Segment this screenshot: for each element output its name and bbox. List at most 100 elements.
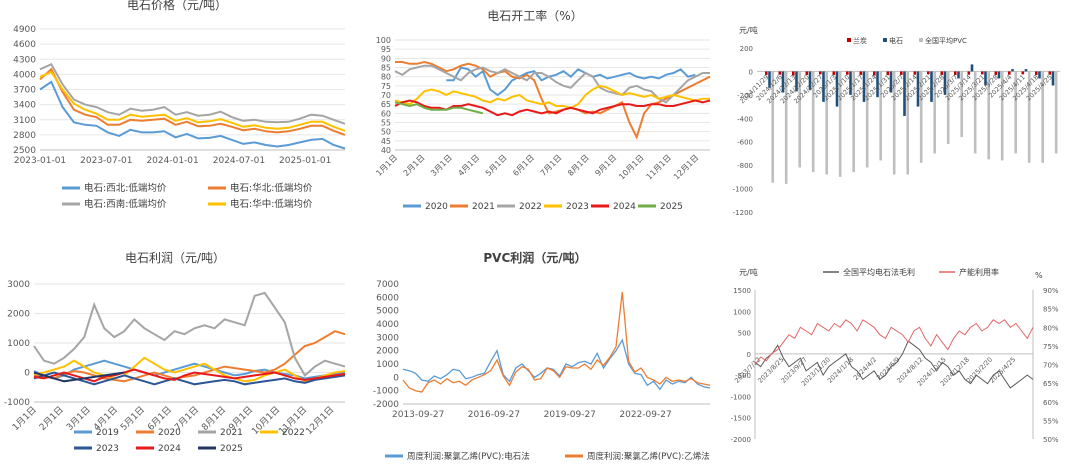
chart-title: PVC利润（元/吨） [483,250,586,265]
y-tick-label: 2000 [7,310,30,320]
bar-1 [940,71,944,75]
x-tick-label: 3月1日 [64,404,93,433]
y-tick-label: -600 [737,139,753,147]
y2-tick-label: 55% [1043,417,1059,425]
bar-3 [825,71,828,175]
x-tick-label: 2023-07-01 [80,156,132,166]
legend-label: 电石:西南:低端均价 [84,198,167,210]
y2-tick-label: 50% [1043,436,1059,444]
bar-2 [822,71,825,102]
y-tick-label: 4000 [13,70,36,80]
y-tick-label: -1000 [373,387,399,397]
bar-3 [960,71,963,138]
bar-3 [838,71,842,177]
bar-1 [886,71,890,76]
x-tick-label: 5月1日 [484,153,509,178]
y-tick-label: -400 [737,115,753,123]
legend-label: 周度利润:聚氯乙烯(PVC):乙烯法 [587,451,710,462]
y-tick-label: 7000 [376,280,399,290]
bar-3 [784,71,788,184]
series-line-2 [402,291,711,393]
bar-1 [846,71,849,75]
y-tick-label: 1000 [376,360,399,370]
chart-margin-vs-utilization: 元/吨 % 1500 1000 500 0 -500 -1000 -1500 -2000 90% 85… [731,267,1059,444]
y-tick-label: 80 [381,73,391,82]
x-tick-label: 2013-09-27 [392,410,444,420]
bar-2 [835,71,839,107]
series-line-2 [754,319,1034,365]
legend-label: 周度利润:聚氯乙烯(PVC):电石法 [407,451,530,462]
x-tick-label: 2月1日 [402,153,427,178]
y2-tick-label: 65% [1043,380,1059,388]
bar-2 [876,71,879,98]
bar-1 [1048,71,1052,75]
bar-2 [1051,71,1055,86]
chart-cost-bar: 元/吨2000-200-400-600-800-1000-12002024/11… [733,25,1060,217]
legend-label: 2019 [96,428,119,438]
y-tick-label: 75 [381,82,391,91]
bar-3 [933,71,936,154]
y-tick-label: -2000 [373,400,399,410]
bar-3 [973,71,977,154]
y-axis-unit: 元/吨 [739,25,758,35]
y-tick-label: 2000 [376,347,399,357]
bar-2 [808,71,812,91]
series-line-1 [446,66,696,97]
y-tick-label: 65 [381,100,391,109]
bar-2 [781,71,785,93]
bar-1 [819,71,822,75]
y-tick-label: 50 [381,128,391,137]
bar-2 [849,71,852,95]
bar-1 [913,71,917,75]
bar-1 [1035,71,1038,75]
bar-1 [832,71,836,75]
legend-label: 2020 [425,202,448,212]
y-tick-label: 40 [381,146,391,155]
bar-1 [981,71,984,75]
bar-2 [1038,71,1041,79]
legend-swatch [919,38,923,42]
bar-3 [919,71,923,163]
x-tick-label: 2024-01-01 [146,156,198,166]
bar-1 [1008,71,1011,75]
x-tick-label: 2024-07-01 [213,156,265,166]
y-axis-unit-right: % [1035,271,1043,280]
y-tick-label: -1000 [4,398,30,408]
bar-2 [943,71,947,95]
legend-label: 2023 [566,202,589,212]
y-tick-label: 45 [381,137,391,146]
legend-label: 2020 [158,428,181,438]
bar-3 [852,71,855,173]
legend-swatch [883,38,887,42]
bar-3 [1054,71,1058,154]
bar-1 [967,71,971,75]
y-tick-label: 4300 [13,55,36,65]
y-tick-label: 2500 [13,146,36,156]
y2-tick-label: 85% [1043,306,1059,314]
bar-1 [900,71,903,75]
series-line-4 [394,84,710,109]
bar-3 [1027,71,1031,163]
x-tick-label: 1月1日 [10,404,39,433]
x-tick-label: 1月1日 [374,153,399,178]
legend-swatch [847,38,851,42]
legend-label: 2025 [220,444,243,454]
bar-1 [873,71,876,76]
bar-2 [795,71,798,92]
series-line-1 [39,80,346,150]
legend-label: 电石:西北:低端均价 [84,182,167,194]
series-line-4 [33,356,346,383]
bar-3 [771,71,774,183]
y-tick-label: 100 [376,36,391,45]
y-tick-label: 0 [749,68,753,76]
y-tick-label: -1500 [731,415,751,423]
y-tick-label: 200 [740,45,753,53]
legend-label: 电石:华中:低端均价 [230,198,313,210]
legend-label: 2021 [220,428,243,438]
bar-2 [768,71,771,88]
series-line-2 [39,67,346,136]
x-tick-label: 2022-09-27 [619,410,671,420]
bar-3 [865,71,869,168]
bar-2 [984,71,987,86]
